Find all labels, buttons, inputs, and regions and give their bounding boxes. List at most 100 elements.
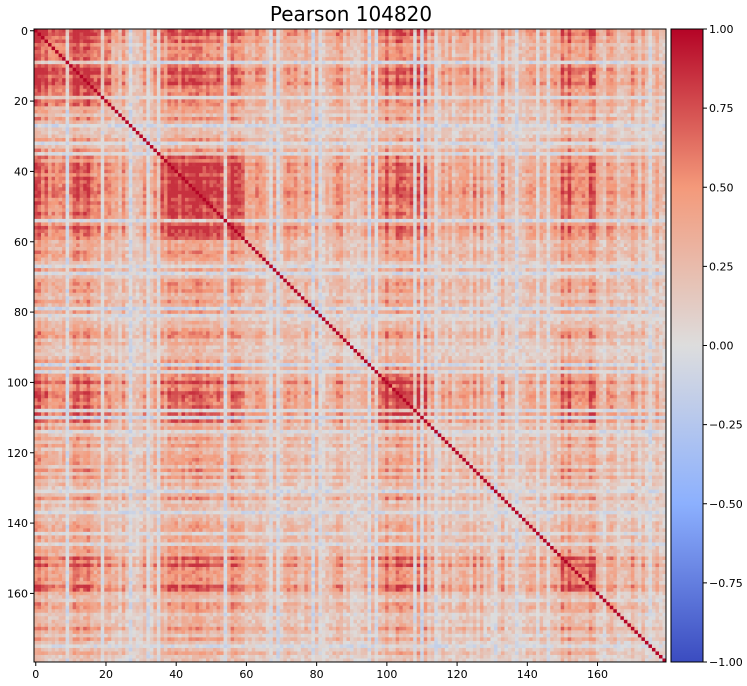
heatmap-cell xyxy=(616,39,621,44)
heatmap-cell xyxy=(34,99,38,104)
heatmap-cell xyxy=(241,60,245,65)
heatmap-cell xyxy=(522,57,526,61)
heatmap-cell xyxy=(416,53,421,58)
heatmap-cell xyxy=(490,36,495,40)
heatmap-cell xyxy=(104,29,109,33)
heatmap-cell xyxy=(588,43,593,47)
heatmap-cell xyxy=(553,46,558,51)
heatmap-cell xyxy=(202,78,207,83)
heatmap-cell xyxy=(311,64,316,68)
heatmap-cell xyxy=(135,88,140,93)
heatmap-cell xyxy=(128,74,133,79)
heatmap-cell xyxy=(388,74,393,79)
heatmap-cell xyxy=(297,50,302,54)
heatmap-cell xyxy=(107,39,112,44)
heatmap-cell xyxy=(202,99,207,104)
heatmap-cell xyxy=(265,67,270,72)
heatmap-cell xyxy=(658,50,663,54)
heatmap-cell xyxy=(613,67,618,72)
heatmap-cell xyxy=(227,99,231,104)
heatmap-cell xyxy=(609,78,614,83)
heatmap-cell xyxy=(58,85,63,90)
heatmap-cell xyxy=(357,123,361,128)
heatmap-cell xyxy=(490,120,495,125)
heatmap-cell xyxy=(244,74,249,79)
heatmap-cell xyxy=(251,29,256,33)
heatmap-cell xyxy=(592,29,597,33)
heatmap-cell xyxy=(416,116,421,121)
heatmap-cell xyxy=(100,102,105,107)
heatmap-cell xyxy=(346,39,351,44)
heatmap-cell xyxy=(444,29,449,33)
heatmap-cell xyxy=(395,123,400,128)
heatmap-cell xyxy=(413,92,418,97)
heatmap-cell xyxy=(406,43,410,47)
heatmap-cell xyxy=(564,67,568,72)
heatmap-cell xyxy=(181,106,186,111)
heatmap-cell xyxy=(609,50,614,54)
heatmap-cell xyxy=(599,64,604,68)
heatmap-cell xyxy=(553,71,558,76)
heatmap-cell xyxy=(469,92,474,97)
heatmap-cell xyxy=(153,39,158,44)
heatmap-cell xyxy=(34,102,38,107)
heatmap-cell xyxy=(627,88,632,93)
heatmap-cell xyxy=(76,123,80,128)
heatmap-cell xyxy=(662,99,667,104)
heatmap-cell xyxy=(251,106,256,111)
heatmap-cell xyxy=(448,109,453,114)
heatmap-cell xyxy=(472,67,477,72)
heatmap-cell xyxy=(83,53,87,58)
heatmap-cell xyxy=(153,46,158,51)
heatmap-cell xyxy=(342,71,347,76)
heatmap-cell xyxy=(314,50,319,54)
heatmap-cell xyxy=(578,85,583,90)
heatmap-cell xyxy=(321,50,326,54)
heatmap-cell xyxy=(297,81,302,86)
heatmap-cell xyxy=(606,64,611,68)
heatmap-cell xyxy=(550,39,554,44)
heatmap-cell xyxy=(588,106,593,111)
heatmap-cell xyxy=(163,120,168,125)
heatmap-cell xyxy=(483,60,488,65)
heatmap-cell xyxy=(585,71,590,76)
heatmap-cell xyxy=(581,106,586,111)
heatmap-cell xyxy=(595,46,600,51)
heatmap-cell xyxy=(430,102,435,107)
heatmap-cell xyxy=(72,78,77,83)
heatmap-cell xyxy=(79,32,84,37)
heatmap-cell xyxy=(423,32,428,37)
heatmap-cell xyxy=(339,81,344,86)
heatmap-cell xyxy=(153,74,158,79)
heatmap-cell xyxy=(427,106,432,111)
heatmap-cell xyxy=(560,106,565,111)
heatmap-cell xyxy=(269,85,274,90)
heatmap-cell xyxy=(90,29,94,33)
heatmap-cell xyxy=(462,64,467,68)
heatmap-cell xyxy=(37,120,42,125)
heatmap-cell xyxy=(458,113,463,118)
heatmap-cell xyxy=(132,102,137,107)
heatmap-cell xyxy=(402,95,407,100)
heatmap-cell xyxy=(616,57,621,61)
heatmap-cell xyxy=(455,67,460,72)
heatmap-cell xyxy=(381,102,386,107)
heatmap-cell xyxy=(557,99,561,104)
heatmap-cell xyxy=(550,106,554,111)
heatmap-cell xyxy=(220,95,224,100)
heatmap-cell xyxy=(125,50,130,54)
heatmap-cell xyxy=(451,120,456,125)
heatmap-cell xyxy=(111,46,116,51)
heatmap-cell xyxy=(121,85,126,90)
heatmap-cell xyxy=(153,116,158,121)
heatmap-cell xyxy=(202,71,207,76)
heatmap-cell xyxy=(543,102,547,107)
heatmap-cell xyxy=(599,92,604,97)
heatmap-cell xyxy=(199,43,203,47)
heatmap-cell xyxy=(304,102,309,107)
heatmap-cell xyxy=(444,71,449,76)
heatmap-cell xyxy=(272,85,277,90)
heatmap-cell xyxy=(500,64,505,68)
heatmap-cell xyxy=(216,95,221,100)
heatmap-cell xyxy=(353,67,358,72)
